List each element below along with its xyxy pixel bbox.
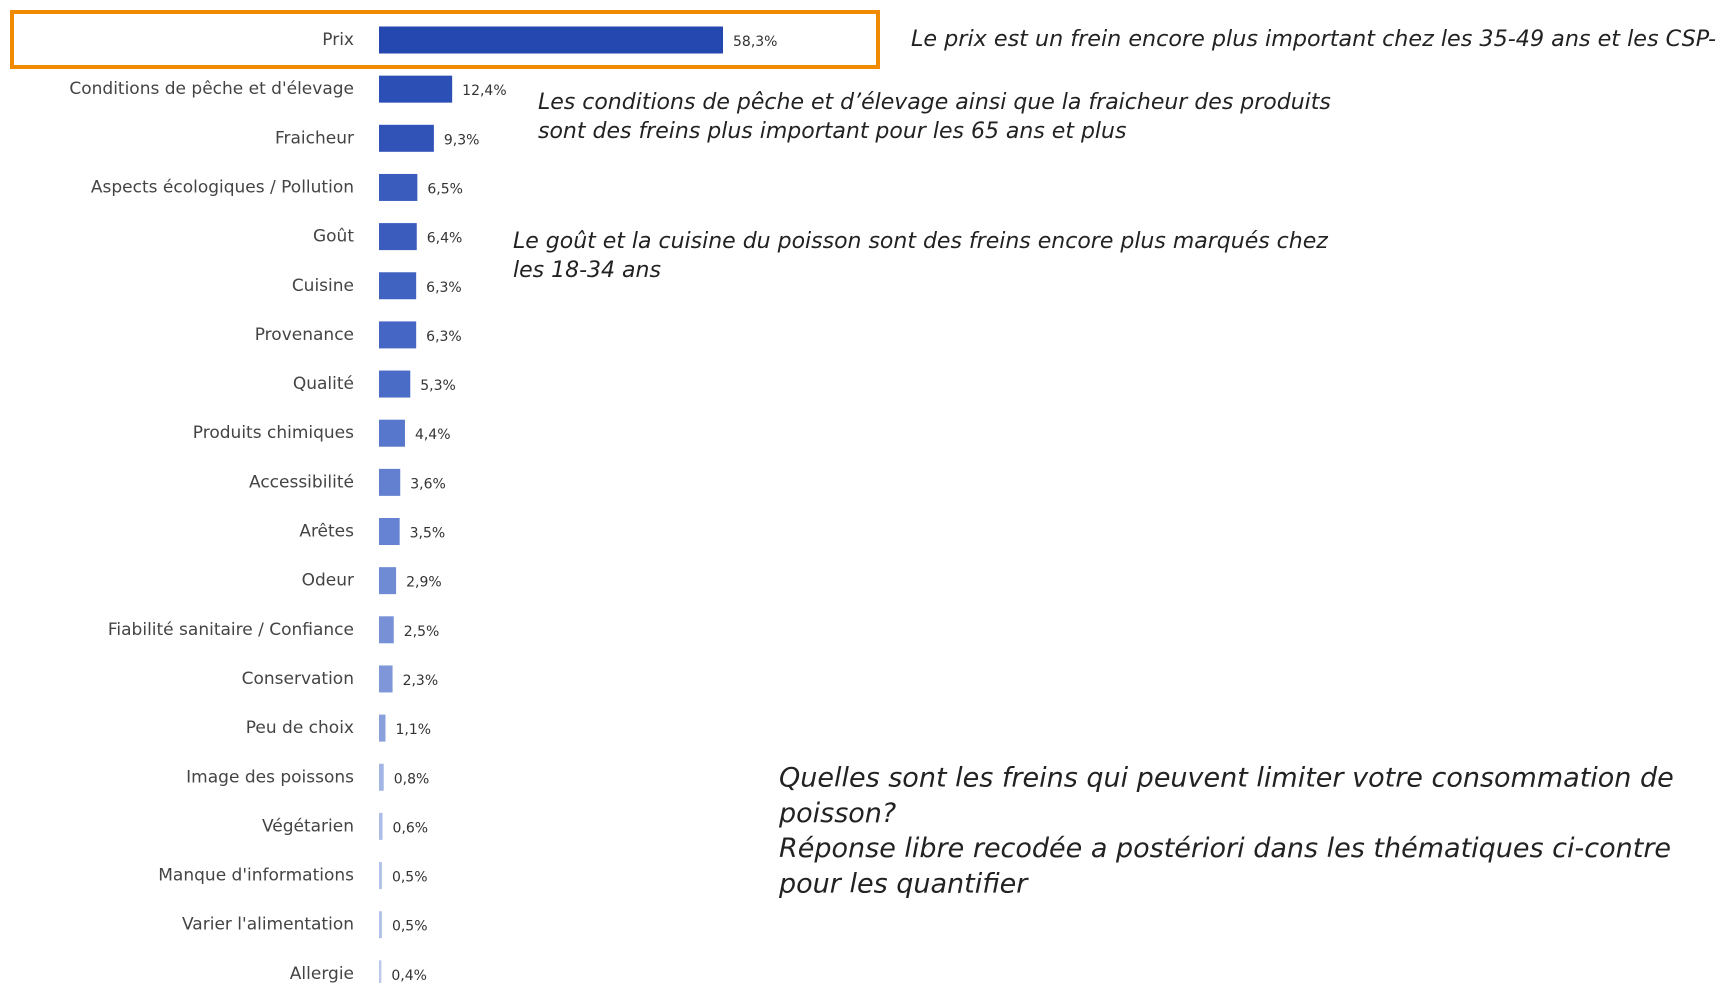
bar (379, 321, 417, 349)
value-label: 0,6% (393, 820, 429, 836)
question-text: poisson? (778, 798, 896, 829)
question-text: Quelles sont les freins qui peuvent limi… (779, 763, 1674, 794)
bar (379, 468, 401, 496)
value-label: 2,9% (406, 575, 442, 591)
bar (379, 124, 434, 152)
value-label: 0,8% (394, 771, 430, 787)
category-label: Aspects écologiques / Pollution (91, 177, 354, 197)
highlight-box (10, 10, 880, 69)
category-label: Odeur (302, 571, 354, 591)
category-label: Produits chimiques (193, 423, 354, 443)
bar (379, 911, 382, 939)
bar (379, 75, 453, 103)
bar (379, 862, 382, 890)
value-label: 0,5% (392, 870, 428, 886)
category-label: Accessibilité (249, 472, 354, 492)
category-label: Prix (322, 30, 354, 50)
bar (379, 370, 411, 398)
category-label: Varier l'alimentation (182, 915, 354, 935)
value-label: 2,5% (404, 624, 440, 640)
category-label: Image des poissons (186, 767, 354, 787)
bar (379, 960, 382, 983)
bar (379, 812, 383, 840)
category-label: Goût (313, 227, 354, 247)
value-label: 12,4% (462, 83, 506, 99)
value-label: 4,4% (415, 427, 451, 443)
category-label: Conditions de pêche et d'élevage (69, 79, 354, 99)
annotation: Les conditions de pêche et d’élevage ain… (538, 90, 1331, 115)
value-label: 58,3% (733, 34, 777, 50)
value-label: 3,6% (410, 476, 446, 492)
bar (379, 665, 393, 693)
category-label: Peu de choix (246, 718, 354, 738)
value-label: 2,3% (403, 673, 439, 689)
category-label: Provenance (255, 325, 354, 345)
question-text: Réponse libre recodée a postériori dans … (779, 833, 1671, 864)
value-label: 9,3% (444, 132, 480, 148)
value-label: 1,1% (395, 722, 431, 738)
category-label: Végétarien (262, 816, 354, 836)
value-label: 6,4% (427, 231, 463, 247)
value-label: 0,5% (392, 919, 428, 935)
bar (379, 223, 417, 251)
value-label: 6,3% (426, 329, 462, 345)
value-label: 5,3% (420, 378, 456, 394)
annotation: Le goût et la cuisine du poisson sont de… (513, 229, 1328, 254)
annotation: les 18-34 ans (513, 258, 661, 283)
category-label: Arêtes (299, 522, 354, 542)
annotation: Le prix est un frein encore plus importa… (911, 27, 1716, 52)
question-text: pour les quantifier (778, 868, 1029, 899)
category-label: Fraicheur (275, 128, 354, 148)
category-label: Cuisine (292, 276, 354, 296)
category-label: Qualité (293, 374, 354, 394)
bar (379, 173, 418, 201)
bar (379, 272, 417, 300)
bar (379, 26, 723, 54)
value-label: 0,4% (391, 968, 427, 983)
value-label: 6,3% (426, 280, 462, 296)
category-label: Allergie (290, 964, 354, 983)
category-label: Conservation (242, 669, 354, 689)
annotation: sont des freins plus important pour les … (538, 119, 1126, 144)
category-label: Fiabilité sanitaire / Confiance (108, 620, 354, 640)
bar (379, 567, 397, 595)
category-label: Manque d'informations (158, 866, 354, 886)
value-label: 3,5% (410, 526, 446, 542)
bar (379, 419, 405, 447)
bar (379, 763, 384, 791)
bar (379, 714, 386, 742)
value-label: 6,5% (427, 181, 463, 197)
bar (379, 616, 394, 644)
bar (379, 518, 400, 545)
